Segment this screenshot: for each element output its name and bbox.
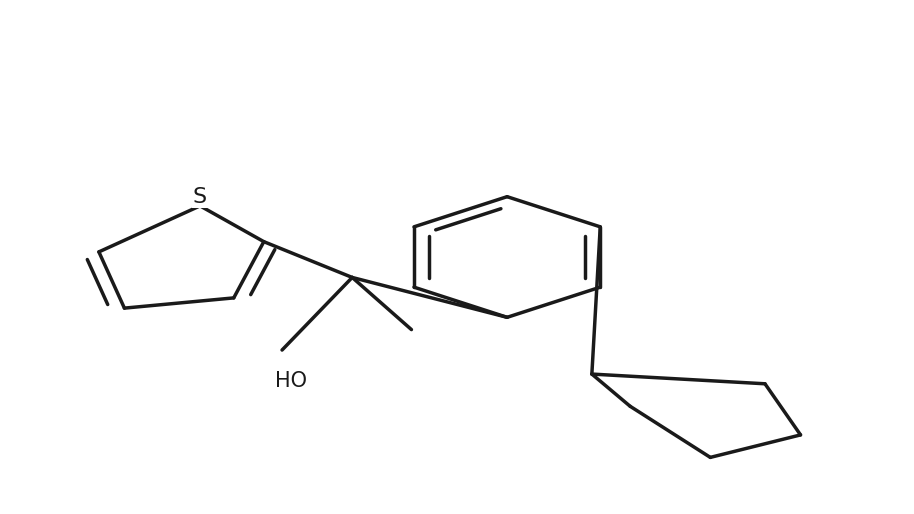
Text: S: S xyxy=(193,187,207,207)
Text: HO: HO xyxy=(275,371,307,391)
